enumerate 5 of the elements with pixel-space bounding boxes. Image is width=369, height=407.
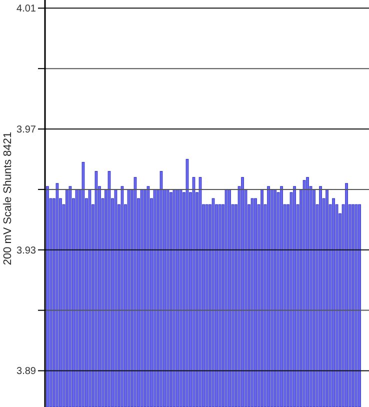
- y-tick-label: 3.97: [16, 124, 36, 136]
- y-tick-label: 3.89: [16, 366, 36, 378]
- y-tick-label: 4.01: [16, 4, 36, 15]
- y-tick-label: 3.93: [16, 245, 36, 256]
- y-axis-title: 200 mV Scale Shunts 8421: [2, 132, 14, 266]
